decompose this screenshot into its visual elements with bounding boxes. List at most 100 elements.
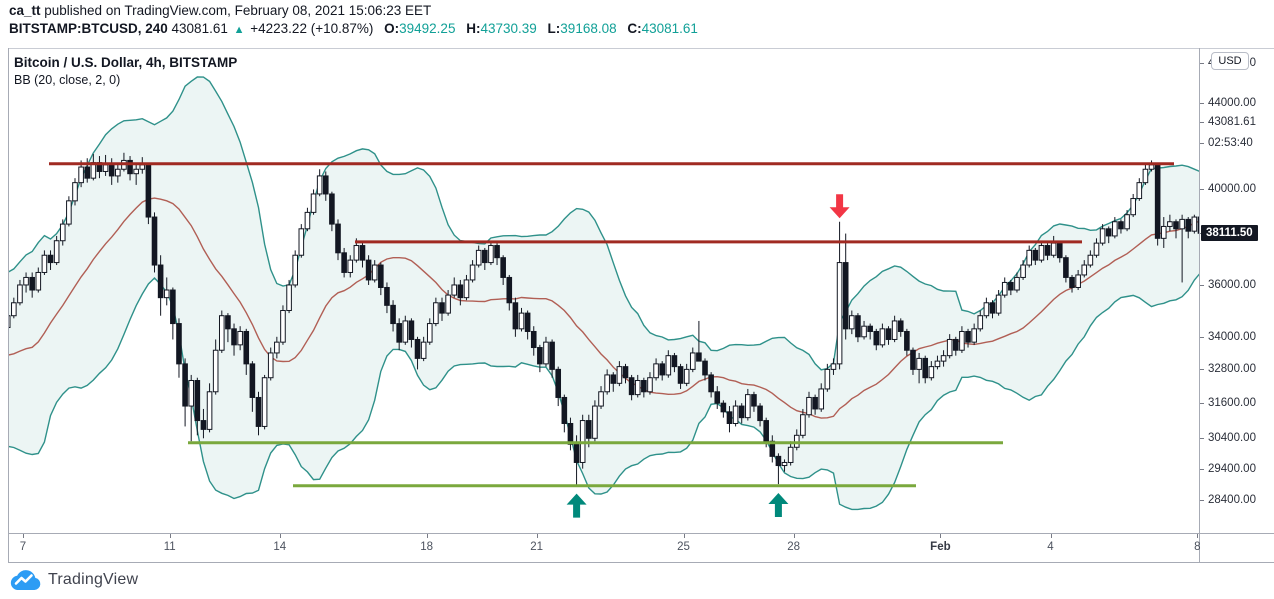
candle-body — [378, 264, 384, 288]
low-label: L: — [547, 21, 561, 36]
currency-toggle-button[interactable]: USD — [1211, 52, 1249, 70]
bb-lower-band[interactable] — [0, 273, 1201, 511]
candle-body — [1179, 218, 1185, 230]
candle-body — [842, 262, 849, 330]
candle-body — [286, 284, 292, 312]
candle-body — [1056, 242, 1063, 259]
header-last-price: 43081.61 — [171, 21, 228, 36]
open-value: 39492.25 — [399, 21, 456, 36]
candle-body — [1130, 198, 1136, 216]
candle-body — [696, 352, 702, 362]
candle-body — [995, 294, 1002, 314]
candle-body — [1197, 216, 1199, 234]
candle-body — [751, 394, 757, 407]
time-tick-label: 14 — [273, 541, 287, 553]
candle-body — [237, 330, 243, 346]
brand-text: TradingView — [48, 571, 139, 588]
candle-body — [414, 338, 421, 359]
candle-body — [139, 164, 146, 170]
chart-title[interactable]: Bitcoin / U.S. Dollar, 4h, BITSTAMP — [14, 55, 238, 70]
high-value: 43730.39 — [480, 21, 537, 36]
candle-body — [738, 405, 745, 419]
time-axis-bottom-border — [8, 562, 1274, 563]
candle-body — [194, 380, 201, 422]
candle-body — [518, 312, 525, 330]
candle-body — [922, 357, 929, 379]
candle-body — [218, 315, 225, 351]
indicator-legend[interactable]: BB (20, close, 2, 0) — [14, 73, 121, 87]
candle-body — [1142, 168, 1149, 184]
candle-body — [78, 166, 84, 184]
price-tick-mark — [1200, 143, 1204, 145]
candle-body — [1044, 245, 1051, 256]
candle-body — [488, 245, 494, 264]
price-axis[interactable]: USD 46000.0044000.0040000.0036000.003400… — [1199, 48, 1274, 562]
candle-body — [261, 377, 268, 427]
up-arrow-marker[interactable] — [566, 493, 587, 518]
candle-body — [934, 360, 941, 368]
time-tick-mark — [940, 534, 942, 538]
bb-upper-band[interactable] — [0, 76, 1201, 371]
price-change: +4223.22 (+10.87%) — [250, 21, 374, 36]
time-tick-label: 18 — [420, 541, 433, 553]
candle-body — [702, 360, 708, 376]
candle-body — [163, 289, 170, 299]
bb-fill — [8, 77, 1199, 510]
candle-body — [108, 164, 115, 177]
candle-body — [274, 341, 280, 354]
close-value: 43081.61 — [641, 21, 698, 36]
bb-basis-line[interactable] — [0, 197, 1201, 419]
candle-body — [1001, 281, 1008, 296]
price-tick-label: 36000.00 — [1208, 278, 1256, 291]
candle-body — [904, 330, 910, 351]
candle-body — [1087, 254, 1094, 266]
candle-body — [677, 366, 684, 384]
candle-body — [775, 455, 782, 467]
candle-body — [298, 228, 305, 256]
candle-body — [543, 341, 549, 365]
candle-body — [659, 363, 665, 376]
candle-body — [671, 355, 678, 368]
candle-body — [812, 396, 818, 410]
candle-body — [420, 341, 427, 359]
candle-body — [231, 328, 237, 346]
candle-body — [59, 223, 66, 242]
candle-body — [745, 394, 751, 419]
candle-body — [292, 254, 298, 286]
up-arrow-marker[interactable] — [768, 493, 789, 517]
candle-body — [512, 302, 519, 330]
down-arrow-marker[interactable] — [829, 194, 850, 219]
candle-body — [885, 328, 892, 340]
candle-body — [653, 363, 659, 379]
candle-body — [212, 349, 219, 393]
candle-body — [1026, 249, 1032, 266]
candle-body — [1008, 281, 1014, 291]
publish-info-line: ca_tt published on TradingView.com, Febr… — [9, 3, 431, 18]
candle-body — [500, 257, 506, 278]
candle-body — [457, 284, 464, 299]
time-tick-label: Feb — [930, 541, 951, 553]
candle-body — [23, 276, 29, 286]
price-tick-label: 31600.00 — [1208, 397, 1256, 410]
candle-body — [634, 380, 641, 396]
candle-body — [952, 338, 959, 351]
price-tick-label: 32800.00 — [1208, 363, 1256, 376]
time-axis[interactable]: 7 11 14 18 21 25 28 Feb 4 8 — [0, 533, 1274, 562]
candle-body — [726, 411, 733, 424]
candle-body — [1032, 249, 1039, 261]
candle-body — [371, 264, 378, 281]
candle-body — [928, 366, 935, 379]
published-text: published on TradingView.com, February 0… — [40, 3, 432, 18]
up-triangle-icon: ▲ — [233, 24, 245, 36]
candle-body — [84, 166, 91, 179]
price-tick-label: 44000.00 — [1208, 97, 1256, 109]
candle-body — [561, 396, 568, 424]
candle-body — [1093, 242, 1100, 256]
candle-body — [824, 368, 831, 390]
time-tick-label: 8 — [1194, 541, 1201, 553]
candle-body — [170, 289, 176, 325]
candle-body — [439, 302, 445, 314]
candle-body — [133, 168, 139, 175]
